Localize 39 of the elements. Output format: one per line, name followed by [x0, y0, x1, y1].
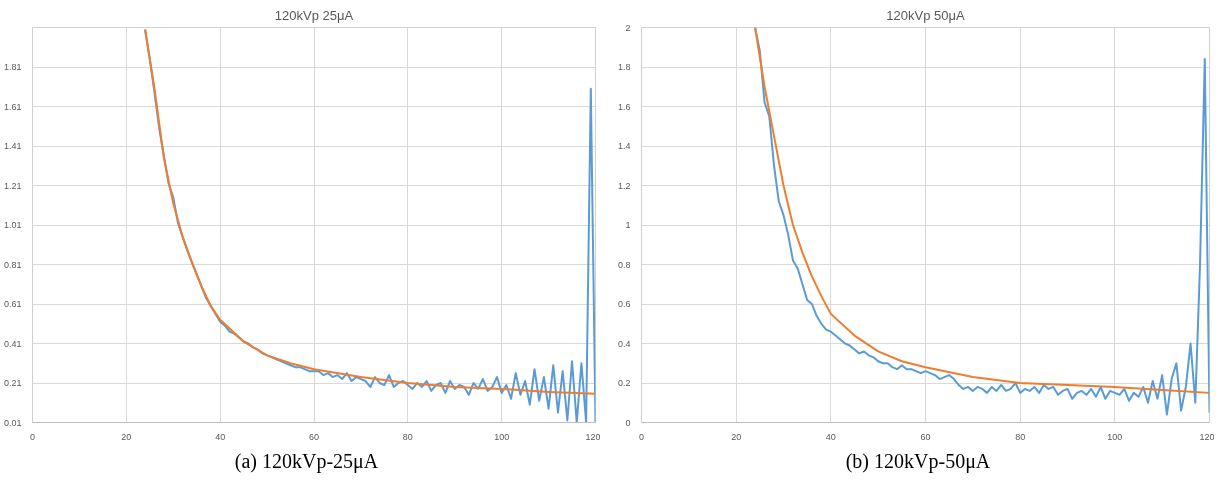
- y-tick-label: 0.8: [617, 259, 631, 270]
- chart-title: 120kVp 25μA: [274, 7, 354, 23]
- y-tick-label: 0.41: [3, 338, 22, 349]
- x-tick-label: 120: [1199, 431, 1215, 442]
- y-tick-label: 1.4: [617, 141, 631, 151]
- y-tick-label: 0.2: [617, 378, 631, 388]
- x-tick-label: 60: [308, 431, 320, 442]
- x-tick-label: 40: [825, 431, 836, 442]
- y-tick-label: 1.2: [617, 180, 631, 191]
- chart-title: 120kVp 50μA: [886, 7, 965, 23]
- x-tick-label: 80: [402, 431, 413, 442]
- y-tick-label: 1.21: [3, 180, 22, 191]
- y-tick-label: 1.81: [3, 62, 22, 72]
- y-tick-label: 0.6: [617, 299, 631, 309]
- y-tick-label: 1.01: [3, 220, 22, 230]
- x-tick-label: 80: [1015, 431, 1026, 442]
- y-tick-label: 1: [625, 220, 631, 230]
- x-tick-label: 100: [494, 431, 510, 442]
- y-tick-label: 1.61: [3, 101, 22, 112]
- y-tick-label: 1.41: [3, 141, 22, 151]
- y-tick-label: 1.8: [617, 62, 631, 72]
- x-tick-label: 20: [731, 431, 742, 442]
- y-tick-label: 0.4: [617, 338, 631, 349]
- y-tick-label: 1.6: [617, 101, 631, 112]
- x-tick-label: 120: [585, 431, 601, 442]
- text: (b) 120kVp-50μA: [845, 449, 991, 473]
- x-tick-label: 40: [215, 431, 226, 442]
- y-tick-label: 0.01: [3, 417, 22, 428]
- y-tick-label: 0.21: [3, 378, 22, 388]
- x-tick-label: 60: [920, 431, 931, 442]
- x-tick-label: 20: [121, 431, 132, 442]
- y-tick-label: 0.61: [3, 299, 22, 309]
- x-tick-label: 100: [1107, 431, 1123, 442]
- x-tick-label: 0: [639, 431, 645, 442]
- x-tick-label: 0: [30, 431, 36, 442]
- y-tick-label: 2: [625, 22, 631, 33]
- y-tick-label: 0.81: [3, 259, 22, 270]
- y-tick-label: 0: [625, 417, 631, 428]
- text: (a) 120kVp-25μA: [234, 449, 379, 473]
